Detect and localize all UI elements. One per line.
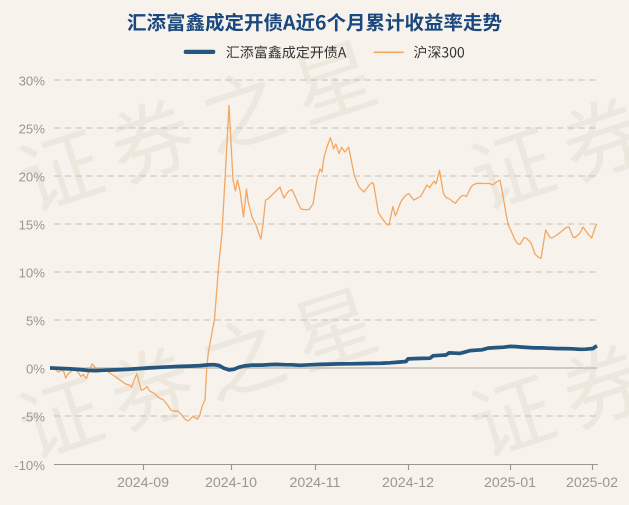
svg-text:20%: 20% [19, 170, 46, 185]
svg-text:2024-12: 2024-12 [382, 475, 434, 491]
svg-text:2024-09: 2024-09 [117, 475, 169, 491]
svg-text:2025-02: 2025-02 [566, 475, 618, 491]
svg-text:15%: 15% [19, 218, 46, 233]
svg-text:30%: 30% [19, 74, 46, 89]
svg-text:2024-11: 2024-11 [289, 475, 340, 491]
svg-text:2025-01: 2025-01 [484, 475, 536, 491]
svg-text:5%: 5% [26, 314, 45, 329]
svg-text:-10%: -10% [14, 458, 45, 473]
svg-text:2024-10: 2024-10 [205, 475, 257, 491]
svg-text:-5%: -5% [22, 410, 46, 425]
svg-text:0%: 0% [26, 362, 45, 377]
svg-text:10%: 10% [19, 266, 46, 281]
svg-text:25%: 25% [19, 122, 46, 137]
